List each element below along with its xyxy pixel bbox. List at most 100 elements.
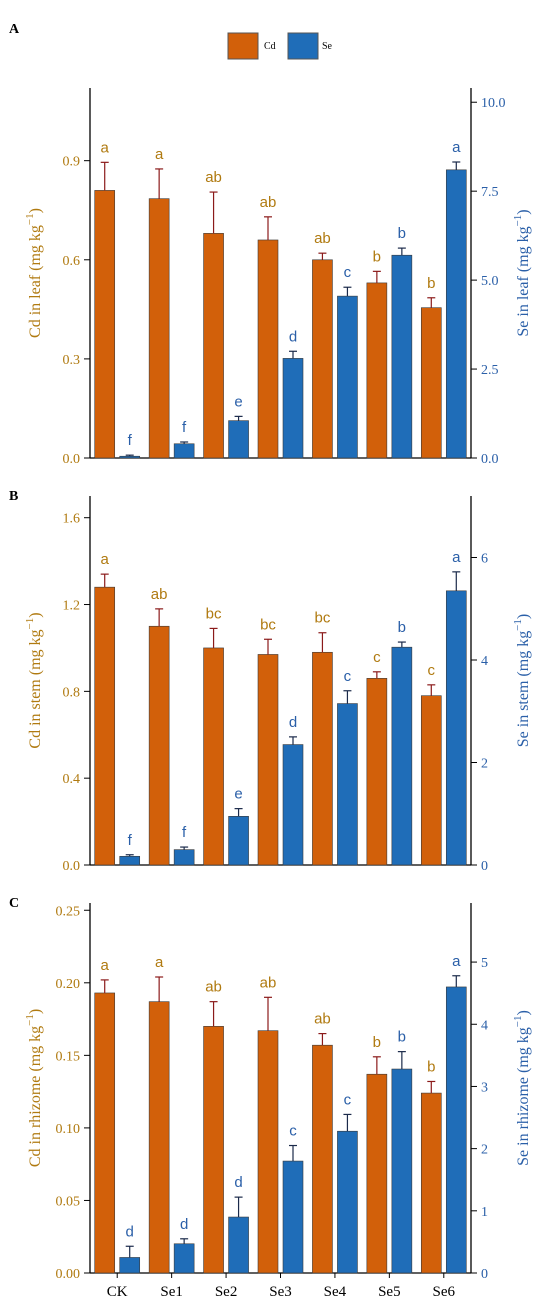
sig-letter-se: a	[452, 953, 461, 970]
category-label: Se6	[433, 1284, 456, 1300]
panel-b: B 0.0 0.4 0.8 1.2 1.6 0 2 4 6 Cd in stem (mg kg−1)…	[9, 489, 532, 874]
bar-cd	[94, 190, 116, 459]
sig-letter-cd: ab	[205, 169, 222, 186]
right-tick-label: 1	[481, 1205, 488, 1220]
bar-cd	[257, 654, 279, 866]
category-label: Se5	[378, 1284, 401, 1300]
bar-cd	[366, 282, 388, 459]
sig-letter-cd: a	[155, 146, 164, 163]
left-tick-label: 0.00	[56, 1267, 81, 1282]
left-tick-label: 0.0	[63, 859, 81, 874]
sig-letter-se: c	[344, 264, 352, 281]
sig-letter-se: b	[398, 225, 406, 242]
bar-se	[173, 849, 195, 866]
sig-letter-se: c	[289, 1123, 297, 1140]
left-tick-label: 0.0	[63, 452, 81, 467]
bar-cd	[312, 259, 333, 459]
sig-letter-se: d	[180, 1216, 188, 1233]
left-tick-label: 0.4	[63, 772, 81, 787]
sig-letter-cd: ab	[314, 1011, 331, 1028]
sig-letter-se: f	[182, 824, 187, 841]
sig-letter-cd: ab	[314, 230, 331, 247]
bar-cd	[366, 1073, 388, 1274]
category-label: Se1	[160, 1284, 183, 1300]
left-tick-label: 0.05	[56, 1194, 81, 1209]
bar-cd	[94, 586, 116, 866]
right-tick-label: 0	[481, 1267, 488, 1282]
sig-letter-cd: ab	[205, 979, 222, 996]
left-axis-title: Cd in stem (mg kg−1)	[24, 612, 44, 748]
right-tick-label: 2	[481, 1143, 488, 1158]
bar-se	[119, 855, 141, 866]
bar-se	[228, 420, 249, 459]
sig-letter-cd: a	[101, 139, 110, 156]
bar-cd	[148, 198, 170, 459]
sig-letter-cd: ab	[260, 194, 277, 211]
bar-cd	[203, 233, 224, 459]
sig-letter-se: f	[182, 419, 187, 436]
bar-cd	[203, 647, 224, 866]
bar-se	[337, 295, 358, 459]
bar-se	[119, 1257, 141, 1274]
sig-letter-cd: b	[373, 248, 381, 265]
bar-se	[391, 1068, 413, 1274]
bar-se	[282, 744, 304, 866]
bar-cd	[312, 651, 333, 866]
bar-cd	[257, 1030, 279, 1274]
left-tick-label: 1.6	[63, 512, 81, 527]
sig-letter-se: f	[128, 832, 133, 849]
left-tick-label: 0.6	[63, 254, 81, 269]
sig-letter-cd: c	[373, 649, 381, 666]
right-axis-title: Se in leaf (mg kg−1)	[512, 209, 532, 336]
right-axis-title: Se in rhizome (mg kg−1)	[512, 1010, 532, 1166]
bar-se	[391, 646, 413, 866]
sig-letter-se: e	[234, 786, 242, 803]
sig-letter-se: f	[128, 432, 133, 449]
legend-swatch-se	[287, 32, 319, 60]
sig-letter-cd: ab	[260, 974, 277, 991]
left-tick-label: 1.2	[63, 599, 81, 614]
sig-letter-cd: c	[428, 662, 436, 679]
bar-se	[173, 1243, 195, 1274]
bar-se	[173, 443, 195, 459]
bar-se	[228, 816, 249, 866]
right-tick-label: 6	[481, 552, 488, 567]
right-tick-label: 4	[481, 1018, 488, 1033]
sig-letter-se: d	[289, 328, 297, 345]
left-tick-label: 0.25	[56, 904, 81, 919]
left-tick-label: 0.9	[63, 155, 81, 170]
bar-se	[282, 1160, 304, 1274]
right-tick-label: 5	[481, 956, 488, 971]
bar-cd	[203, 1026, 224, 1274]
legend-swatch-cd	[227, 32, 259, 60]
sig-letter-se: a	[452, 549, 461, 566]
left-axis-title: Cd in leaf (mg kg−1)	[24, 208, 44, 338]
sig-letter-se: d	[126, 1223, 134, 1240]
bar-cd	[420, 695, 442, 866]
sig-letter-se: b	[398, 1029, 406, 1046]
left-tick-label: 0.10	[56, 1122, 81, 1137]
right-tick-label: 7.5	[481, 185, 499, 200]
category-label: CK	[107, 1284, 128, 1300]
right-tick-label: 5.0	[481, 274, 499, 289]
bar-se	[391, 254, 413, 459]
bar-cd	[420, 1092, 442, 1274]
left-axis-title: Cd in rhizome (mg kg−1)	[24, 1009, 44, 1167]
sig-letter-se: e	[234, 393, 242, 410]
sig-letter-cd: a	[155, 954, 164, 971]
bar-se	[337, 703, 358, 866]
bar-cd	[420, 307, 442, 459]
panel-letter: A	[9, 22, 20, 37]
category-label: Se2	[215, 1284, 238, 1300]
bar-cd	[312, 1044, 333, 1274]
panel-c: C 0.00 0.05 0.10 0.15 0.20 0.25 0 1 2 3 4 5 Cd in rhi…	[9, 896, 532, 1300]
bar-cd	[148, 1001, 170, 1274]
right-tick-label: 4	[481, 654, 488, 669]
sig-letter-cd: bc	[315, 610, 331, 627]
right-tick-label: 2	[481, 757, 488, 772]
sig-letter-cd: bc	[260, 616, 276, 633]
left-tick-label: 0.20	[56, 977, 81, 992]
category-label: Se3	[269, 1284, 292, 1300]
sig-letter-se: b	[398, 619, 406, 636]
